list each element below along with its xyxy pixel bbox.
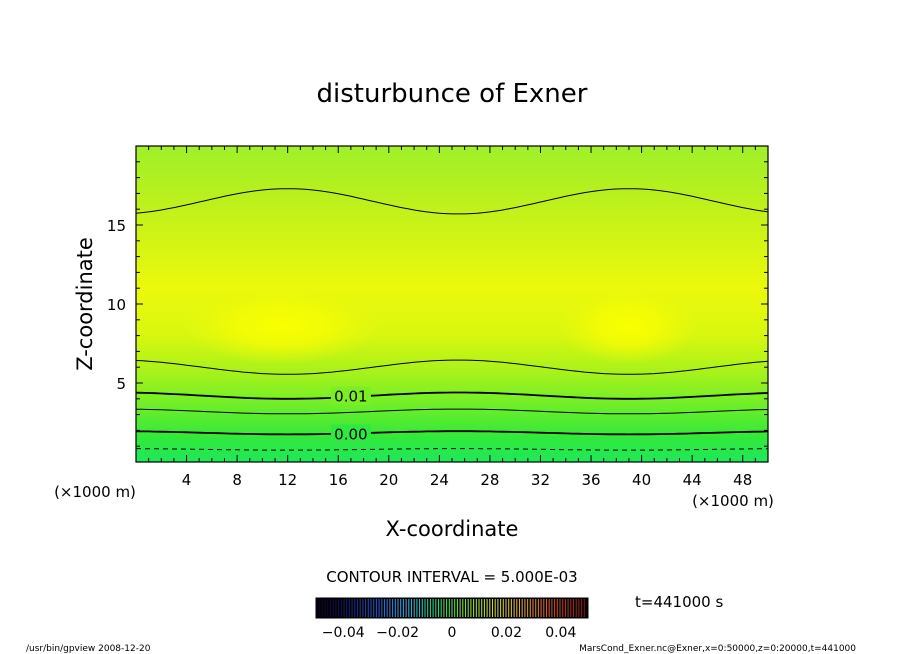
x-tick-label: 8 — [232, 471, 242, 489]
colorbar-tick-label: 0.02 — [491, 625, 522, 641]
x-tick-label: 44 — [683, 471, 702, 489]
x-tick-label: 48 — [733, 471, 752, 489]
contour-line — [136, 430, 768, 436]
plot-area: 0.01 0.00 — [136, 146, 768, 462]
colorbar-frame — [315, 597, 589, 619]
contour-line — [136, 408, 768, 415]
contour-line — [136, 359, 768, 375]
contour-label: 0.01 — [334, 388, 367, 406]
contour-interval-text: CONTOUR INTERVAL = 5.000E-03 — [326, 568, 577, 586]
x-tick-label: 16 — [329, 471, 348, 489]
contour-labels: 0.01 0.00 — [330, 386, 371, 444]
max-region-right — [558, 288, 698, 364]
time-label: t=441000 s — [635, 593, 723, 611]
footer-right: MarsCond_Exner.nc@Exner,x=0:50000,z=0:20… — [579, 644, 856, 654]
colorbar-tick-label: 0 — [448, 625, 457, 641]
x-tick-label: 32 — [531, 471, 550, 489]
y-tick-label: 5 — [116, 375, 126, 393]
contour-line — [136, 188, 768, 215]
chart-title: disturbunce of Exner — [317, 79, 588, 109]
contour-lines — [136, 188, 768, 451]
contour-label: 0.00 — [334, 426, 367, 444]
x-tick-label: 20 — [379, 471, 398, 489]
colorbar-tick-label: −0.04 — [322, 625, 365, 641]
max-region-left — [182, 288, 382, 364]
x-unit-right: (×1000 m) — [692, 492, 774, 510]
y-tick-label: 10 — [107, 296, 126, 314]
x-tick-label: 28 — [480, 471, 499, 489]
colorbar-tick-label: 0.04 — [545, 625, 576, 641]
x-tick-label: 12 — [278, 471, 297, 489]
x-tick-label: 4 — [182, 471, 192, 489]
y-tick-label: 15 — [107, 217, 126, 235]
contour-line — [136, 391, 768, 400]
y-axis-ticks: 5 10 15 — [107, 161, 768, 447]
contour-line — [136, 448, 768, 451]
footer-left: /usr/bin/gpview 2008-12-20 — [26, 644, 151, 654]
x-tick-label: 24 — [430, 471, 449, 489]
colorbar-tick-labels: −0.04 −0.02 0 0.02 0.04 — [322, 625, 577, 641]
contour-label-bg — [330, 386, 371, 405]
x-tick-label: 40 — [632, 471, 651, 489]
contour-label-bg — [330, 424, 371, 443]
y-axis-label: Z-coordinate — [73, 237, 97, 371]
x-unit-left: (×1000 m) — [54, 483, 136, 501]
colorbar-tick-label: −0.02 — [376, 625, 419, 641]
colorbar — [315, 597, 589, 619]
x-axis-ticks: 4 8 12 16 20 24 28 32 36 40 44 48 — [148, 146, 756, 489]
x-tick-label: 36 — [581, 471, 600, 489]
x-axis-label: X-coordinate — [386, 517, 519, 541]
